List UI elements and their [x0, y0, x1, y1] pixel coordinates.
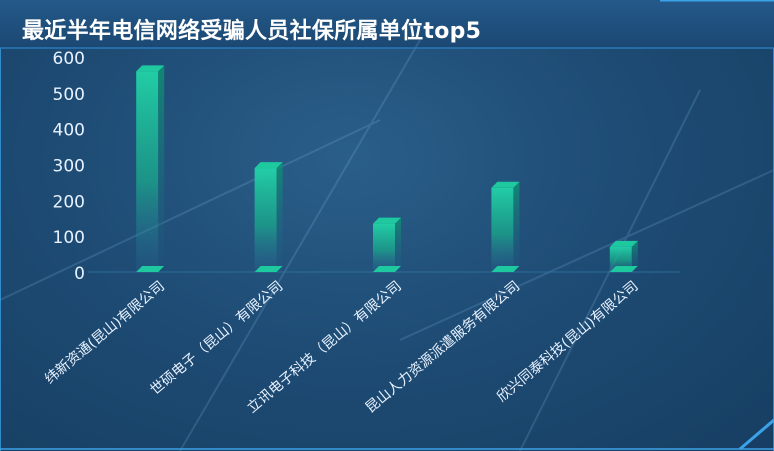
bar-side — [395, 217, 401, 272]
y-tick-label: 200 — [53, 192, 85, 212]
bar — [491, 181, 520, 272]
bar-side — [276, 162, 283, 272]
y-tick-label: 100 — [53, 228, 85, 248]
x-tick-label: 欣兴同泰科技(昆山)有限公司 — [494, 278, 641, 405]
bar-base — [254, 266, 283, 272]
bar-base — [373, 266, 401, 272]
bar — [136, 65, 165, 272]
y-tick-label: 600 — [53, 49, 85, 69]
bar-face — [136, 71, 159, 272]
x-axis-labels: 纬新资通(昆山)有限公司世硕电子（昆山）有限公司立讯电子科技（昆山）有限公司昆山… — [42, 278, 642, 416]
y-axis-ticks: 0 100 200 300 400 500 600 — [53, 49, 85, 284]
bars — [136, 65, 638, 272]
bar-top — [609, 240, 638, 247]
bar-top — [491, 181, 520, 188]
bar-base — [491, 266, 520, 272]
bar-side — [513, 181, 520, 272]
bar-top — [136, 65, 165, 72]
y-tick-label: 300 — [53, 157, 85, 177]
bar-top — [373, 217, 401, 224]
y-tick-label: 500 — [53, 85, 85, 105]
bar — [609, 240, 638, 272]
y-tick-label: 0 — [74, 264, 85, 284]
bar-face — [254, 168, 277, 272]
bar-face — [609, 246, 632, 272]
bar-face — [491, 187, 514, 272]
x-tick-label: 纬新资通(昆山)有限公司 — [42, 278, 168, 387]
bar-side — [631, 240, 638, 272]
y-tick-label: 400 — [53, 121, 85, 141]
bar-base — [609, 266, 638, 272]
bar-top — [254, 162, 283, 169]
title-bar: 最近半年电信网络受骗人员社保所属单位top5 — [0, 0, 774, 48]
chart-title: 最近半年电信网络受骗人员社保所属单位top5 — [22, 19, 482, 44]
background-streaks — [0, 39, 774, 451]
bar-base — [136, 266, 165, 272]
bar-face — [373, 223, 395, 272]
bar — [373, 217, 401, 272]
bar — [254, 162, 283, 272]
x-tick-label: 世硕电子（昆山）有限公司 — [147, 278, 286, 398]
bar-side — [158, 65, 165, 272]
